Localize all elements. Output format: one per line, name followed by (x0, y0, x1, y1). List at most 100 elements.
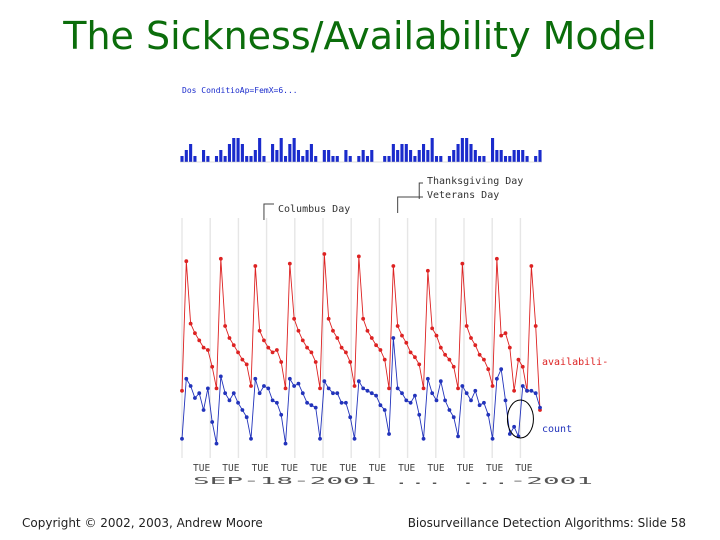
data-point-count (253, 376, 258, 381)
data-point-count (326, 386, 331, 391)
data-point-count (348, 415, 353, 420)
annotation-label: Veterans Day (427, 190, 499, 201)
bar (516, 150, 520, 162)
data-point-availability (356, 254, 361, 259)
data-point-availability (240, 357, 245, 362)
data-point-count (361, 386, 366, 391)
x-tick-label: TUE (515, 463, 532, 474)
data-point-count (486, 412, 491, 417)
data-point-availability (369, 336, 374, 340)
data-point-count (499, 367, 504, 372)
data-point-availability (469, 336, 473, 340)
data-point-count (356, 379, 361, 384)
data-point-availability (339, 345, 344, 350)
data-point-count (425, 376, 430, 381)
data-point-count (188, 384, 193, 388)
data-point-count (262, 384, 266, 388)
data-point-availability (266, 345, 271, 350)
anomaly-highlight (506, 399, 534, 439)
data-point-count (236, 400, 240, 405)
data-point-count (482, 400, 486, 405)
slide-title: The Sickness/Availability Model (63, 14, 657, 58)
data-point-count (352, 436, 357, 441)
bar (236, 138, 240, 162)
bar-legend-label: Dos ConditioAp=FemX=6... (182, 86, 298, 95)
data-point-availability (300, 338, 305, 343)
data-point-availability (378, 348, 383, 352)
data-point-count (400, 391, 404, 396)
annotation-label: Thanksgiving Day (427, 176, 523, 187)
data-point-availability (352, 384, 357, 388)
bar (184, 150, 188, 162)
data-point-count (382, 408, 387, 412)
bar (232, 138, 236, 162)
bar (258, 138, 262, 162)
x-tick-label: TUE (193, 463, 210, 474)
bar (301, 156, 305, 162)
data-point-availability (425, 268, 430, 273)
bar (283, 156, 288, 162)
bar (482, 156, 486, 162)
data-point-availability (400, 333, 404, 338)
bar (314, 156, 318, 162)
data-point-availability (331, 328, 335, 333)
data-point-count (227, 398, 232, 403)
data-point-availability (516, 357, 521, 362)
data-point-count (378, 403, 383, 408)
x-tick-label: TUE (427, 463, 444, 474)
data-point-count (503, 398, 508, 403)
data-point-availability (464, 324, 469, 328)
bar (292, 138, 296, 162)
x-tick-label: TUE (340, 463, 357, 474)
data-point-availability (296, 328, 301, 333)
data-point-availability (460, 261, 465, 266)
bar (214, 156, 219, 162)
data-point-count (274, 400, 279, 405)
data-point-availability (447, 357, 452, 362)
data-point-availability (490, 384, 495, 388)
data-point-availability (236, 350, 240, 355)
bar (534, 156, 538, 162)
bar (508, 156, 512, 162)
bar (460, 138, 464, 162)
bar (219, 150, 223, 162)
data-point-availability (193, 331, 197, 336)
bar (206, 156, 210, 162)
bar (240, 144, 244, 162)
data-point-count (218, 374, 223, 379)
bar (434, 156, 439, 162)
data-point-availability (305, 345, 309, 350)
data-point-availability (477, 352, 482, 357)
data-point-availability (413, 355, 417, 360)
data-point-count (305, 400, 309, 405)
bar (335, 156, 339, 162)
bar (383, 156, 387, 162)
bar (202, 150, 206, 162)
data-point-availability (456, 386, 460, 391)
data-point-availability (223, 324, 228, 328)
data-point-count (404, 398, 409, 403)
data-point-availability (201, 345, 206, 350)
bar (288, 144, 292, 162)
data-point-availability (249, 384, 253, 388)
line-panel: Columbus Day Veterans Day Thanksgiving Day… (180, 176, 608, 487)
data-point-count (210, 420, 215, 424)
data-point-availability (382, 357, 387, 362)
data-point-count (443, 398, 448, 403)
bar (189, 144, 193, 162)
data-point-availability (231, 343, 236, 348)
data-point-count (287, 376, 292, 381)
data-point-availability (210, 364, 215, 369)
data-point-availability (494, 256, 499, 261)
data-point-count (417, 412, 422, 417)
bar (309, 144, 313, 162)
x-tick-label: TUE (252, 463, 269, 474)
x-tick-label: TUE (310, 463, 327, 474)
bar (452, 150, 456, 162)
data-point-count (538, 405, 542, 410)
bar (331, 156, 335, 162)
series-label-count: count (542, 424, 572, 435)
x-tick-label: TUE (457, 463, 474, 474)
series-label-availability: availabili- (542, 357, 608, 368)
bar (275, 150, 279, 162)
